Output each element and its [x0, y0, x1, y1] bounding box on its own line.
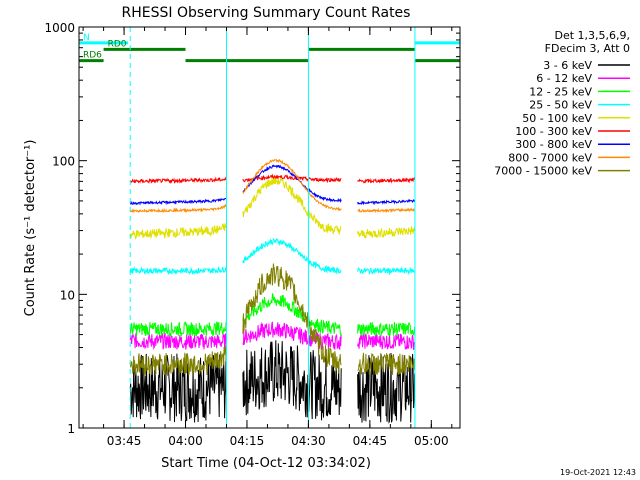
series-line	[357, 176, 416, 184]
series-7000-15000keV	[129, 263, 416, 376]
series-line	[242, 173, 342, 184]
series-12-25keV	[129, 292, 416, 338]
series-line	[129, 321, 227, 338]
series-line	[242, 292, 342, 336]
legend-label: 3 - 6 keV	[543, 59, 592, 72]
legend-label: 300 - 800 keV	[515, 138, 592, 151]
series-line	[129, 197, 227, 206]
series-line	[357, 352, 416, 424]
x-axis-label: Start Time (04-Oct-12 03:34:02)	[161, 456, 371, 471]
series-line	[242, 237, 342, 275]
series-line	[357, 332, 416, 351]
series-line	[129, 265, 227, 276]
data-layer: N RD0 RD6	[79, 27, 461, 428]
series-line	[357, 225, 416, 239]
x-tick-label: 04:15	[230, 434, 265, 448]
series-800-7000keV	[129, 158, 415, 214]
series-line	[129, 345, 227, 376]
legend-label: 7000 - 15000 keV	[494, 165, 592, 178]
legend-label: 6 - 12 keV	[536, 72, 592, 85]
series-300-800keV	[129, 164, 416, 206]
series-line	[242, 340, 342, 421]
series-line	[242, 263, 342, 374]
x-tick-label: 04:30	[291, 434, 326, 448]
detector-info-line: Det 1,3,5,6,9,	[554, 29, 630, 42]
series-line	[130, 176, 227, 185]
series-line	[242, 164, 342, 204]
x-tick-label: 04:00	[168, 434, 203, 448]
series-3-6keV	[129, 340, 416, 424]
legend-label: 800 - 7000 keV	[508, 151, 592, 164]
series-100-300keV	[130, 173, 416, 185]
legend-label: 25 - 50 keV	[529, 99, 592, 112]
chart-title: RHESSI Observing Summary Count Rates	[122, 5, 411, 21]
series-6-12keV	[129, 321, 416, 351]
y-tick-label: 10	[60, 288, 75, 302]
y-axis-label: Count Rate (s⁻¹ detector⁻¹)	[23, 140, 38, 317]
series-line	[357, 198, 416, 206]
timestamp: 19-Oct-2021 12:43	[560, 468, 636, 477]
y-tick-label: 1000	[44, 21, 75, 35]
series-line	[242, 176, 342, 235]
flag-label-rd0: RD0	[108, 39, 127, 49]
series-line	[129, 352, 227, 423]
legend-label: 12 - 25 keV	[529, 85, 592, 98]
flag-label-n: N	[83, 33, 90, 43]
plot-frame	[78, 26, 461, 429]
series-line	[129, 332, 227, 350]
legend-label: 50 - 100 keV	[522, 112, 592, 125]
series-line	[242, 158, 342, 212]
x-tick-label: 03:45	[107, 434, 142, 448]
x-tick-label: 05:00	[414, 434, 449, 448]
series-line	[357, 352, 416, 376]
y-tick-label: 1	[67, 422, 75, 436]
x-tick-label: 04:45	[353, 434, 388, 448]
y-tick-label: 100	[52, 155, 75, 169]
legend-label: 100 - 300 keV	[515, 125, 592, 138]
attenuator-info-line: FDecim 3, Att 0	[545, 42, 630, 55]
series-line	[357, 207, 415, 214]
series-line	[129, 203, 227, 214]
series-25-50keV	[129, 237, 415, 276]
series-line	[242, 321, 342, 351]
axes-layer: 1 10 100 1000 03:45 04:00 04:15 04:30 04:45 05:00	[44, 21, 460, 448]
series-line	[129, 223, 227, 240]
flag-label-rd6: RD6	[83, 51, 102, 61]
series-line	[357, 266, 415, 276]
series-50-100keV	[129, 176, 416, 240]
series-line	[357, 321, 416, 336]
